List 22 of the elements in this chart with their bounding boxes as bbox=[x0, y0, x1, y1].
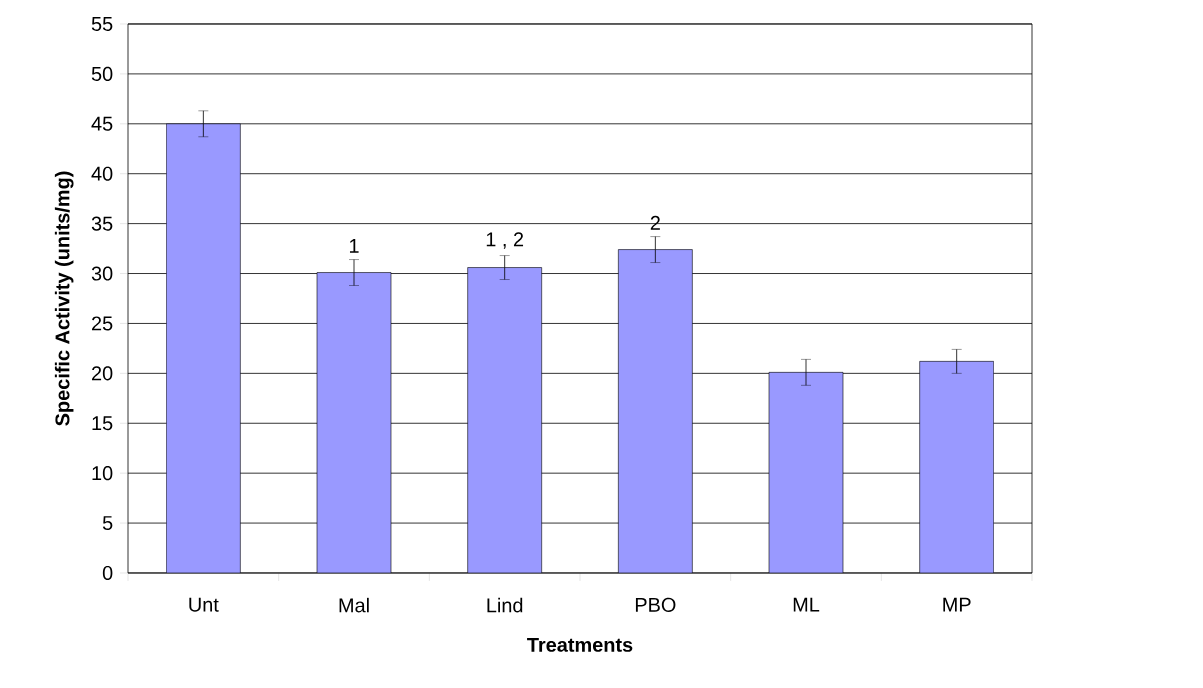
y-tick-label: 45 bbox=[91, 116, 113, 131]
x-tick-label: PBO bbox=[635, 597, 676, 612]
y-tick-label: 30 bbox=[91, 266, 113, 281]
y-tick-label: 25 bbox=[92, 316, 113, 331]
y-tick-label: 20 bbox=[92, 366, 113, 381]
y-tick-label: 10 bbox=[92, 466, 113, 481]
x-tick-label: Unt bbox=[189, 597, 219, 612]
y-axis-title: Specific Activity (units/mg) bbox=[54, 171, 74, 426]
y-tick-label: 55 bbox=[91, 17, 113, 31]
annotation: 1 bbox=[349, 239, 359, 253]
x-tick-label: MP bbox=[943, 597, 971, 612]
x-tick-label: Lind bbox=[487, 597, 523, 613]
y-tick-label: 40 bbox=[91, 166, 113, 181]
y-tick-label: 50 bbox=[91, 66, 113, 81]
y-tick-label: 0 bbox=[102, 565, 113, 581]
y-tick-label: 35 bbox=[91, 216, 113, 231]
y-tick-label: 15 bbox=[92, 416, 113, 431]
x-tick-label: ML bbox=[793, 597, 820, 612]
y-tick-label: 5 bbox=[102, 516, 113, 531]
annotation: 1 , 2 bbox=[486, 232, 524, 249]
x-axis-title: Treatments bbox=[527, 637, 633, 652]
x-tick-label: Mal bbox=[339, 597, 369, 613]
